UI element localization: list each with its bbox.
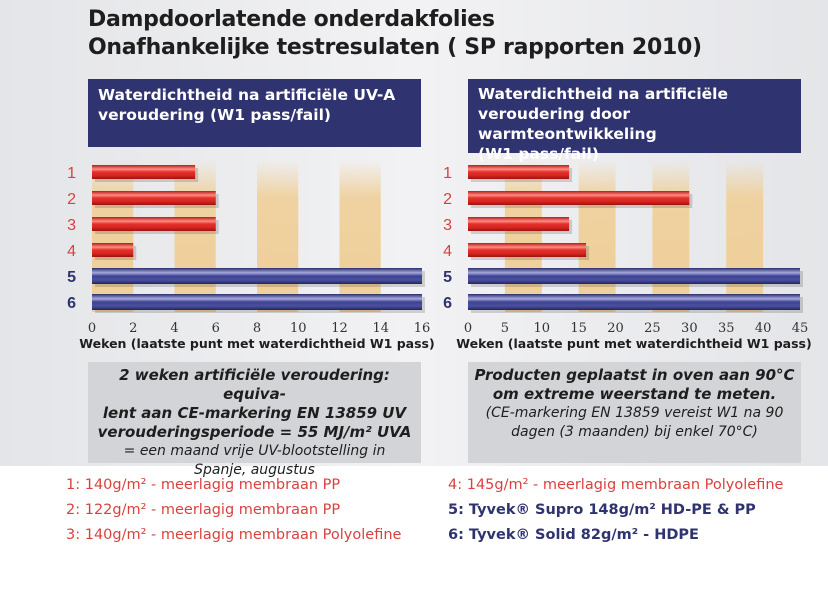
header-line: (W1 pass/fail) bbox=[478, 145, 599, 163]
category-label: 5 bbox=[67, 269, 76, 286]
bar-1 bbox=[92, 165, 196, 179]
x-tick-label: 20 bbox=[607, 321, 624, 336]
bar-4 bbox=[468, 243, 587, 257]
legend-item: 5: Tyvek® Supro 148g/m² HD-PE & PP bbox=[448, 502, 756, 518]
x-tick-label: 45 bbox=[792, 321, 809, 336]
right-chart-header: Waterdichtheid na artificiële verouderin… bbox=[468, 79, 801, 163]
grid-band bbox=[652, 160, 690, 312]
legend-item: 4: 145g/m² - meerlagig membraan Polyolef… bbox=[448, 477, 784, 493]
bar-5 bbox=[92, 268, 422, 284]
note-line: (CE-markering EN 13859 vereist W1 na 90 bbox=[485, 405, 784, 421]
note-line: om extreme weerstand te meten. bbox=[492, 385, 777, 403]
legend-item: 3: 140g/m² - meerlagig membraan Polyolef… bbox=[66, 527, 402, 543]
note-line: = een maand vrije UV-blootstelling in bbox=[123, 443, 386, 459]
x-tick-label: 16 bbox=[414, 321, 431, 336]
x-tick-label: 10 bbox=[534, 321, 551, 336]
x-tick-label: 6 bbox=[212, 321, 220, 336]
header-line: veroudering (W1 pass/fail) bbox=[98, 106, 331, 124]
x-tick-label: 35 bbox=[718, 321, 735, 336]
x-tick-label: 14 bbox=[372, 321, 389, 336]
x-tick-label: 30 bbox=[681, 321, 698, 336]
right-note: Producten geplaatst in oven aan 90°C om … bbox=[468, 362, 801, 463]
note-line: verouderingsperiode = 55 MJ/m² UVA bbox=[97, 423, 412, 441]
category-label: 3 bbox=[443, 217, 452, 234]
title-line-2: Onafhankelijke testresulaten ( SP rappor… bbox=[88, 35, 702, 60]
bar-5 bbox=[468, 268, 800, 284]
note-line: 2 weken artificiële veroudering: equiva- bbox=[119, 366, 390, 403]
grid-band bbox=[339, 160, 381, 312]
bar-1 bbox=[468, 165, 570, 179]
bar-4 bbox=[92, 243, 134, 257]
legend-item: 6: Tyvek® Solid 82g/m² - HDPE bbox=[448, 527, 699, 543]
note-line: Producten geplaatst in oven aan 90°C bbox=[474, 366, 795, 384]
bar-6 bbox=[468, 294, 800, 310]
x-axis-title: Weken (laatste punt met waterdichtheid W… bbox=[456, 336, 811, 351]
category-label: 6 bbox=[443, 295, 452, 312]
category-label: 6 bbox=[67, 295, 76, 312]
note-line: dagen (3 maanden) bij enkel 70°C) bbox=[511, 424, 758, 440]
header-line: veroudering door warmteontwikkeling bbox=[478, 105, 657, 143]
category-label: 1 bbox=[67, 165, 76, 182]
title-line-1: Dampdoorlatende onderdakfolies bbox=[88, 7, 495, 32]
x-tick-label: 5 bbox=[501, 321, 509, 336]
left-note: 2 weken artificiële veroudering: equiva-… bbox=[88, 362, 421, 478]
grid-band bbox=[257, 160, 299, 312]
x-tick-label: 0 bbox=[88, 321, 96, 336]
bar-2 bbox=[468, 191, 690, 205]
grid-band bbox=[504, 160, 542, 312]
category-label: 2 bbox=[443, 191, 452, 208]
x-tick-label: 15 bbox=[570, 321, 587, 336]
category-label: 3 bbox=[67, 217, 76, 234]
x-tick-label: 25 bbox=[644, 321, 661, 336]
x-tick-label: 10 bbox=[290, 321, 307, 336]
legend-item: 2: 122g/m² - meerlagig membraan PP bbox=[66, 502, 341, 518]
x-axis-title: Weken (laatste punt met waterdichtheid W… bbox=[79, 336, 434, 351]
x-tick-label: 4 bbox=[170, 321, 178, 336]
category-label: 2 bbox=[67, 191, 76, 208]
legend-right: 4: 145g/m² - meerlagig membraan Polyolef… bbox=[448, 473, 783, 548]
x-tick-label: 2 bbox=[129, 321, 137, 336]
x-tick-label: 40 bbox=[755, 321, 772, 336]
category-label: 4 bbox=[443, 243, 452, 260]
x-tick-label: 0 bbox=[464, 321, 472, 336]
x-tick-label: 8 bbox=[253, 321, 261, 336]
category-label: 1 bbox=[443, 165, 452, 182]
header-line: Waterdichtheid na artificiële bbox=[478, 85, 729, 103]
bar-2 bbox=[92, 191, 216, 205]
category-label: 4 bbox=[67, 243, 76, 260]
legend-item: 1: 140g/m² - meerlagig membraan PP bbox=[66, 477, 341, 493]
bar-3 bbox=[468, 217, 570, 231]
grid-band bbox=[92, 160, 134, 312]
grid-band bbox=[174, 160, 216, 312]
category-label: 5 bbox=[443, 269, 452, 286]
grid-band bbox=[578, 160, 616, 312]
grid-band bbox=[726, 160, 764, 312]
left-chart-header: Waterdichtheid na artificiële UV-A verou… bbox=[88, 79, 421, 147]
bar-3 bbox=[92, 217, 216, 231]
x-tick-label: 12 bbox=[331, 321, 348, 336]
bar-6 bbox=[92, 294, 422, 310]
note-line: Spanje, augustus bbox=[194, 462, 315, 478]
header-line: Waterdichtheid na artificiële UV-A bbox=[98, 86, 396, 104]
page-title: Dampdoorlatende onderdakfolies Onafhanke… bbox=[88, 6, 702, 62]
note-line: lent aan CE-markering EN 13859 UV bbox=[102, 404, 407, 422]
legend-left: 1: 140g/m² - meerlagig membraan PP 2: 12… bbox=[66, 473, 401, 548]
